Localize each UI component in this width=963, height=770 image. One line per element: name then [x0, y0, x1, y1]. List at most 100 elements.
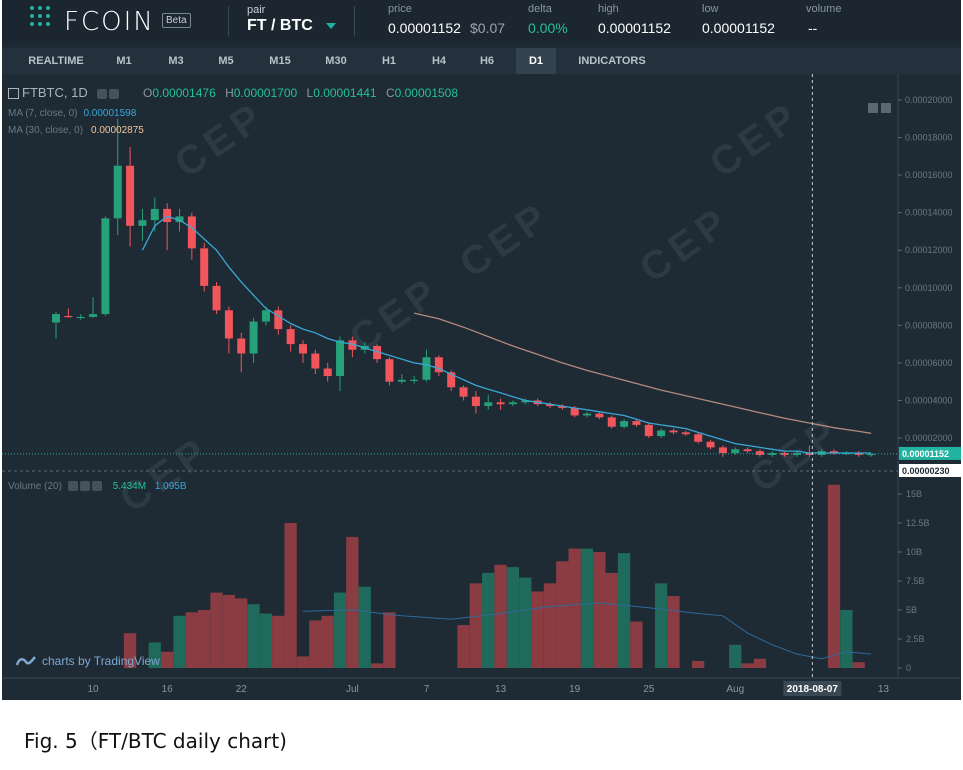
volume-bar: [173, 615, 186, 668]
legend-ma30: MA (30, close, 0) 0.00002875: [8, 125, 144, 136]
volume-tick-label: 0: [906, 663, 911, 673]
volume-bar: [630, 621, 643, 668]
time-tick-label: Aug: [726, 684, 744, 695]
volume-tick-label: 7.5B: [906, 576, 925, 586]
candle-body: [743, 449, 752, 452]
price-value: 0.00001152: [388, 20, 461, 36]
tab-realtime[interactable]: REALTIME: [28, 55, 84, 67]
divider: [228, 6, 229, 36]
visibility-icon[interactable]: [67, 481, 78, 492]
time-tick-label: 25: [643, 684, 655, 695]
candle-body: [447, 372, 456, 388]
candle-body: [261, 310, 270, 322]
price-tick-label: 0.00016000: [905, 170, 953, 180]
time-tick-label: 10: [87, 684, 99, 695]
time-axis: 10 16 22 Jul 7 13 19 25 Aug 13: [87, 684, 889, 695]
candles: [52, 118, 876, 457]
tradingview-icon: [16, 656, 36, 666]
volume-bar: [852, 662, 865, 668]
volume-bar: [531, 591, 544, 668]
chart-controls: [868, 103, 891, 113]
ma30-line: [413, 312, 872, 434]
tab-d1[interactable]: D1: [516, 48, 556, 74]
divider: [354, 6, 355, 36]
candle-body: [434, 357, 443, 373]
current-price-label: 0.00001152: [902, 449, 949, 459]
tab-h4[interactable]: H4: [431, 55, 447, 67]
candle-body: [163, 208, 172, 223]
chevron-down-icon[interactable]: [326, 23, 336, 29]
scroll-down-icon[interactable]: [868, 103, 878, 113]
tab-h6[interactable]: H6: [479, 55, 495, 67]
candle-body: [830, 451, 839, 454]
volume-bar: [247, 604, 260, 668]
volume-bar: [543, 583, 557, 668]
price-tick-label: 0.00004000: [905, 395, 953, 405]
tab-h1[interactable]: H1: [381, 55, 397, 67]
tab-m30[interactable]: M30: [325, 55, 347, 67]
tab-m5[interactable]: M5: [218, 55, 234, 67]
ma-lines: [141, 215, 872, 454]
crosshair-price-badge: [899, 464, 961, 477]
price-tick-label: 0.00010000: [905, 283, 953, 293]
delta-value: 0.00%: [528, 20, 568, 36]
candle-body: [459, 387, 468, 397]
candle-body: [620, 421, 629, 427]
candle-body: [224, 310, 233, 339]
candle-body: [76, 316, 85, 319]
volume-bar: [494, 564, 507, 668]
volume-bar: [617, 553, 631, 668]
watermark-text: CEP: [112, 428, 219, 522]
pair-selector[interactable]: FT / BTC: [247, 17, 313, 34]
volume-tick-label: 5B: [906, 605, 917, 615]
price-label: price: [388, 3, 412, 15]
tradingview-attribution[interactable]: charts by TradingView: [42, 654, 160, 668]
candle-body: [669, 430, 678, 433]
volume-bar: [272, 615, 285, 668]
candle-body: [64, 315, 73, 318]
candle-body: [496, 402, 505, 405]
low-value: 0.00001152: [702, 20, 775, 36]
volume-bar: [580, 548, 594, 668]
candle-body: [546, 404, 554, 407]
ma7-line: [141, 215, 872, 454]
legend-ma7: MA (7, close, 0) 0.00001598: [8, 108, 137, 119]
volume-bar: [346, 536, 359, 668]
close-icon[interactable]: [91, 481, 102, 492]
price-tick-label: 0.00008000: [905, 320, 953, 330]
volume-bar: [482, 572, 495, 668]
volume-bar: [753, 658, 767, 668]
watermark-text: CEP: [632, 198, 739, 292]
candle-body: [299, 344, 307, 354]
timeframe-tabs: REALTIME M1 M3 M5 M15 M30 H1 H4 H6 D1 IN…: [2, 48, 961, 74]
volume-bar: [506, 567, 520, 668]
candle-body: [175, 216, 184, 223]
maximize-icon[interactable]: [881, 103, 891, 113]
settings-icon[interactable]: [109, 88, 120, 99]
candle-body: [681, 432, 690, 435]
candle-body: [854, 453, 863, 455]
volume-tick-label: 10B: [906, 547, 922, 557]
volume-bar: [519, 577, 532, 668]
beta-badge: Beta: [162, 13, 191, 28]
visibility-icon[interactable]: [97, 88, 108, 99]
candle-body: [212, 285, 221, 311]
tab-indicators[interactable]: INDICATORS: [578, 55, 646, 67]
volume-bar: [383, 612, 396, 668]
time-tick-label: 16: [162, 684, 174, 695]
collapse-icon[interactable]: [8, 88, 19, 100]
crosshair-date-badge: [783, 681, 842, 696]
tab-m3[interactable]: M3: [168, 55, 184, 67]
candle-body: [694, 434, 703, 442]
volume-bar: [370, 663, 384, 668]
candle-body: [323, 368, 332, 377]
volume-label: volume: [806, 3, 842, 15]
time-tick-label: 13: [495, 684, 507, 695]
tab-m1[interactable]: M1: [116, 55, 132, 67]
volume-bar: [654, 583, 668, 668]
tab-m15[interactable]: M15: [269, 55, 291, 67]
settings-icon[interactable]: [79, 481, 90, 492]
volume-bar: [235, 598, 248, 668]
candle-body: [113, 165, 122, 219]
